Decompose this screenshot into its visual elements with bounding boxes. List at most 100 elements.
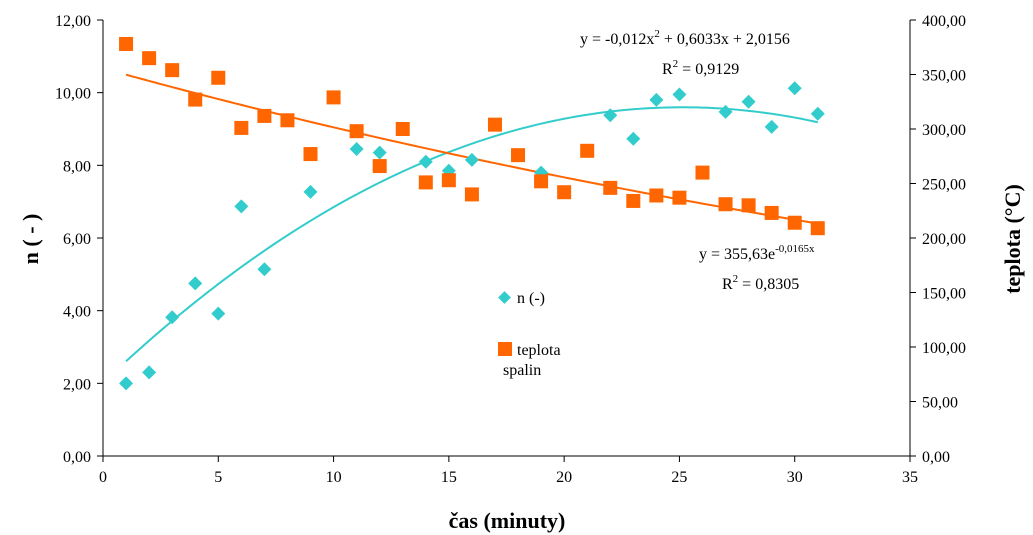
- teplota-data-point: [349, 124, 364, 139]
- axes: 0 5 10 15 20 25 30 35 0,00 2,00 4,00 6,00 8,00 10,00…: [55, 13, 966, 486]
- trendline-equations: y = -0,012x2 + 0,6033x + 2,0156 R2 = 0,9…: [580, 28, 815, 293]
- n-data-point: [142, 365, 157, 380]
- teplota-data-point: [580, 143, 595, 158]
- teplota-data-point: [119, 36, 134, 51]
- right-y-tick-label: 100,00: [922, 340, 966, 357]
- legend-diamond-marker: [498, 291, 511, 304]
- right-y-tick-label: 150,00: [922, 286, 966, 303]
- exp-eq-exponent: -0,0165x: [775, 243, 815, 255]
- trendline-polynomial: [125, 106, 818, 363]
- legend-item-n: n (-): [498, 290, 545, 307]
- teplota-data-point: [626, 193, 641, 208]
- poly-r2-r: R: [662, 61, 673, 78]
- teplota-data-point: [741, 198, 756, 213]
- right-y-tick-label: 300,00: [922, 122, 966, 139]
- exp-eq-main: y = 355,63e: [699, 246, 775, 263]
- poly-r2-exponent: 2: [673, 58, 679, 70]
- n-data-point: [787, 81, 802, 96]
- teplota-data-point: [211, 70, 226, 85]
- teplota-data-point: [441, 173, 456, 188]
- n-data-point: [672, 87, 687, 102]
- legend-label-n: n (-): [517, 290, 545, 307]
- left-y-tick-label: 0,00: [63, 449, 91, 466]
- n-data-point: [372, 145, 387, 160]
- teplota-data-point: [487, 117, 502, 132]
- x-tick-label: 25: [671, 469, 687, 486]
- n-data-point: [211, 306, 226, 321]
- n-data-point: [418, 154, 433, 169]
- x-tick-label: 30: [787, 469, 803, 486]
- teplota-data-point: [188, 92, 203, 107]
- teplota-data-point: [787, 215, 802, 230]
- n-data-point: [810, 106, 825, 121]
- teplota-data-point: [810, 221, 825, 236]
- data-points: [119, 36, 825, 391]
- teplota-data-point: [464, 187, 479, 202]
- legend-square-marker: [498, 342, 512, 356]
- teplota-data-point: [234, 120, 249, 135]
- teplota-data-point: [534, 174, 549, 189]
- n-data-point: [303, 184, 318, 199]
- x-tick-label: 5: [214, 469, 222, 486]
- left-y-tick-label: 8,00: [63, 158, 91, 175]
- x-ticks: 0 5 10 15 20 25 30 35: [99, 456, 918, 486]
- teplota-data-point: [257, 108, 272, 123]
- teplota-data-point: [372, 159, 387, 174]
- teplota-data-point: [695, 165, 710, 180]
- poly-equation: y = -0,012x2 + 0,6033x + 2,0156: [580, 28, 790, 48]
- n-data-point: [119, 376, 134, 391]
- teplota-data-point: [718, 197, 733, 212]
- n-data-point: [603, 108, 618, 123]
- teplota-data-point: [418, 175, 433, 190]
- exp-r2-exponent: 2: [733, 273, 739, 285]
- legend: n (-) teplota spalin: [498, 290, 561, 379]
- x-tick-label: 15: [441, 469, 457, 486]
- right-y-ticks: 0,00 50,00 100,00 150,00 200,00 250,00 300,00 3…: [910, 13, 966, 466]
- poly-r2-value: = 0,9129: [678, 61, 739, 78]
- teplota-data-point: [557, 185, 572, 200]
- n-data-point: [349, 141, 364, 156]
- legend-label-teplota-line2: spalin: [503, 362, 541, 379]
- left-y-tick-label: 12,00: [55, 13, 91, 30]
- right-y-tick-label: 400,00: [922, 13, 966, 30]
- teplota-data-point: [603, 180, 618, 195]
- trendlines: [125, 73, 818, 363]
- n-data-point: [764, 119, 779, 134]
- right-y-tick-label: 350,00: [922, 68, 966, 85]
- left-y-tick-label: 10,00: [55, 86, 91, 103]
- left-y-ticks: 0,00 2,00 4,00 6,00 8,00 10,00 12,00: [55, 13, 103, 466]
- teplota-data-point: [649, 188, 664, 203]
- left-y-tick-label: 6,00: [63, 231, 91, 248]
- teplota-data-point: [142, 51, 157, 66]
- poly-eq-rest: + 0,6033x + 2,0156: [660, 31, 790, 48]
- exp-r2: R2 = 0,8305: [722, 273, 799, 293]
- exp-r2-r: R: [722, 276, 733, 293]
- left-y-tick-label: 4,00: [63, 304, 91, 321]
- right-y-axis-title: teplota (°C): [1000, 184, 1025, 294]
- n-data-point: [741, 94, 756, 109]
- teplota-data-point: [511, 148, 526, 163]
- teplota-data-point: [280, 113, 295, 128]
- teplota-data-point: [395, 122, 410, 136]
- right-y-tick-label: 250,00: [922, 177, 966, 194]
- teplota-data-point: [303, 147, 318, 162]
- poly-r2: R2 = 0,9129: [662, 58, 739, 78]
- n-data-point: [257, 262, 272, 277]
- teplota-data-point: [326, 90, 341, 105]
- exp-equation: y = 355,63e-0,0165x: [699, 243, 815, 263]
- n-data-point: [464, 152, 479, 167]
- left-y-axis-title: n ( - ): [18, 214, 43, 265]
- n-data-point: [626, 131, 641, 146]
- x-tick-label: 0: [99, 469, 107, 486]
- n-data-point: [165, 310, 180, 325]
- n-data-point: [188, 276, 203, 291]
- right-y-tick-label: 200,00: [922, 231, 966, 248]
- right-y-tick-label: 0,00: [922, 449, 950, 466]
- left-y-tick-label: 2,00: [63, 376, 91, 393]
- poly-eq-exponent: 2: [654, 28, 660, 40]
- legend-label-teplota-line1: teplota: [517, 342, 561, 359]
- x-tick-label: 20: [556, 469, 572, 486]
- exp-r2-value: = 0,8305: [738, 276, 799, 293]
